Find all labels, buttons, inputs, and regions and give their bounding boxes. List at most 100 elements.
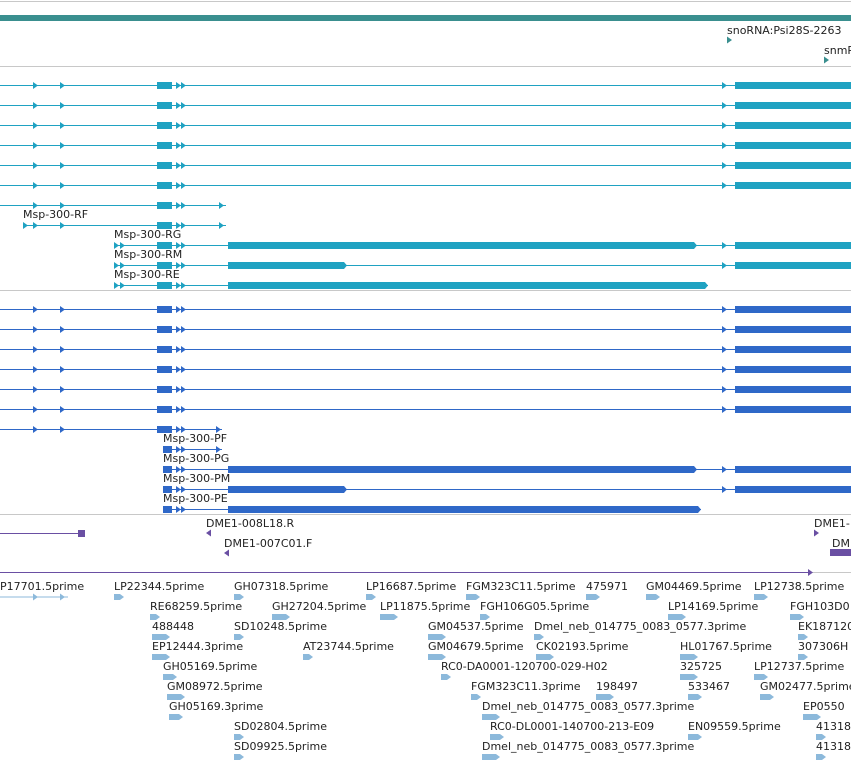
clone-end-track [0,530,851,557]
est-label[interactable]: GM04537.5prime [428,620,524,633]
strand-arrow [176,386,181,393]
protein-label-pf[interactable]: Msp-300-PF [163,432,227,445]
est-glyph [114,594,124,600]
est-label[interactable]: EN09559.5prime [688,720,781,733]
est-label[interactable]: 533467 [688,680,730,693]
strand-arrow [176,122,181,129]
est-label[interactable]: 325725 [680,660,722,673]
est-label[interactable]: 41318 [816,720,851,733]
genome-browser-view[interactable]: snoRNA:Psi28S-2263 snmR Msp-300-RF Msp-3… [0,0,851,762]
est-label[interactable]: GM04679.5prime [428,640,524,653]
exon-block [228,486,347,493]
est-label[interactable]: GH05169.3prime [169,700,263,713]
est-label[interactable]: GH27204.5prime [272,600,366,613]
strand-arrow [181,406,186,413]
strand-arrow [181,122,186,129]
strand-arrow [176,82,181,89]
strand-arrow [722,262,727,269]
est-label[interactable]: LP16687.5prime [366,580,456,593]
exon-block [735,346,851,353]
est-label[interactable]: GM02477.5prime [760,680,851,693]
est-label[interactable]: 41318 [816,740,851,753]
strand-arrow [722,162,727,169]
exon-block [735,142,851,149]
est-glyph [366,594,376,600]
protein-label-pm[interactable]: Msp-300-PM [163,472,230,485]
strand-arrow [722,366,727,373]
strand-arrow [60,102,65,109]
est-label[interactable]: FGM323C11.3prime [471,680,581,693]
est-label[interactable]: EP0550 [803,700,845,713]
strand-arrow [176,346,181,353]
transcript-label-rm[interactable]: Msp-300-RM [114,248,182,261]
est-label[interactable]: LP22344.5prime [114,580,204,593]
strand-arrow [60,346,65,353]
est-label[interactable]: 488448 [152,620,194,633]
est-label[interactable]: GH07318.5prime [234,580,328,593]
est-label[interactable]: EK187120 [798,620,851,633]
exon-block [735,242,851,249]
est-label[interactable]: RC0-DA0001-120700-029-H02 [441,660,608,673]
strand-arrow [33,386,38,393]
ncrna-span-bar[interactable] [0,15,851,21]
est-label[interactable]: Dmel_neb_014775_0083_0577.3prime [482,740,694,753]
est-label[interactable]: Dmel_neb_014775_0083_0577.3prime [534,620,746,633]
est-label[interactable]: 198497 [596,680,638,693]
est-label[interactable]: GM04469.5prime [646,580,742,593]
est-label[interactable]: HL01767.5prime [680,640,772,653]
est-label[interactable]: FGM323C11.5prime [466,580,576,593]
est-label[interactable]: AT23744.5prime [303,640,394,653]
est-label[interactable]: LP14169.5prime [668,600,758,613]
clone-label-008l18[interactable]: DME1-008L18.R [206,517,294,530]
est-label[interactable]: FGH106G05.5prime [480,600,589,613]
snmr-label[interactable]: snmR [824,44,851,57]
clone-label-dm-right[interactable]: DM [832,537,850,550]
est-label[interactable]: LP12737.5prime [754,660,844,673]
snorna-label[interactable]: snoRNA:Psi28S-2263 [727,24,842,37]
transcript-label-re[interactable]: Msp-300-RE [114,268,180,281]
est-label[interactable]: SD02804.5prime [234,720,327,733]
clone-label-dme1-right[interactable]: DME1- [814,517,850,530]
clone-end-arrow [814,530,819,537]
est-label[interactable]: SD09925.5prime [234,740,327,753]
est-label[interactable]: 475971 [586,580,628,593]
est-label[interactable]: LP11875.5prime [380,600,470,613]
est-label[interactable]: GH05169.5prime [163,660,257,673]
strand-arrow [722,182,727,189]
strand-arrow [722,486,727,493]
clone-label-007c01[interactable]: DME1-007C01.F [224,537,312,550]
protein-label-pg[interactable]: Msp-300-PG [163,452,229,465]
strand-arrow [60,182,65,189]
est-label[interactable]: SD10248.5prime [234,620,327,633]
exon-block [157,366,172,373]
est-label[interactable]: P17701.5prime [0,580,84,593]
strand-arrow [722,326,727,333]
est-label[interactable]: 307306H [798,640,848,653]
est-glyph [234,754,244,760]
est-label[interactable]: GM08972.5prime [167,680,263,693]
strand-arrow [219,202,224,209]
transcript-label-rg[interactable]: Msp-300-RG [114,228,181,241]
est-label[interactable]: RC0-DL0001-140700-213-E09 [490,720,654,733]
strand-arrow [722,102,727,109]
strand-arrow [60,142,65,149]
est-label[interactable]: RE68259.5prime [150,600,242,613]
est-label[interactable]: CK02193.5prime [536,640,628,653]
est-label[interactable]: LP12738.5prime [754,580,844,593]
strand-arrow [176,102,181,109]
protein-label-pe[interactable]: Msp-300-PE [163,492,228,505]
strand-arrow [176,326,181,333]
exon-block [735,102,851,109]
est-label[interactable]: FGH103D0 [790,600,850,613]
est-label[interactable]: EP12444.3prime [152,640,243,653]
est-label[interactable]: Dmel_neb_014775_0083_0577.3prime [482,700,694,713]
exon-block [735,182,851,189]
strand-arrow [33,406,38,413]
exon-block [228,506,701,513]
exon-block [157,202,172,209]
strand-arrow [33,306,38,313]
exon-block [735,306,851,313]
transcript-label-rf[interactable]: Msp-300-RF [23,208,88,221]
exon-block [163,506,172,513]
protein-track [0,306,851,513]
